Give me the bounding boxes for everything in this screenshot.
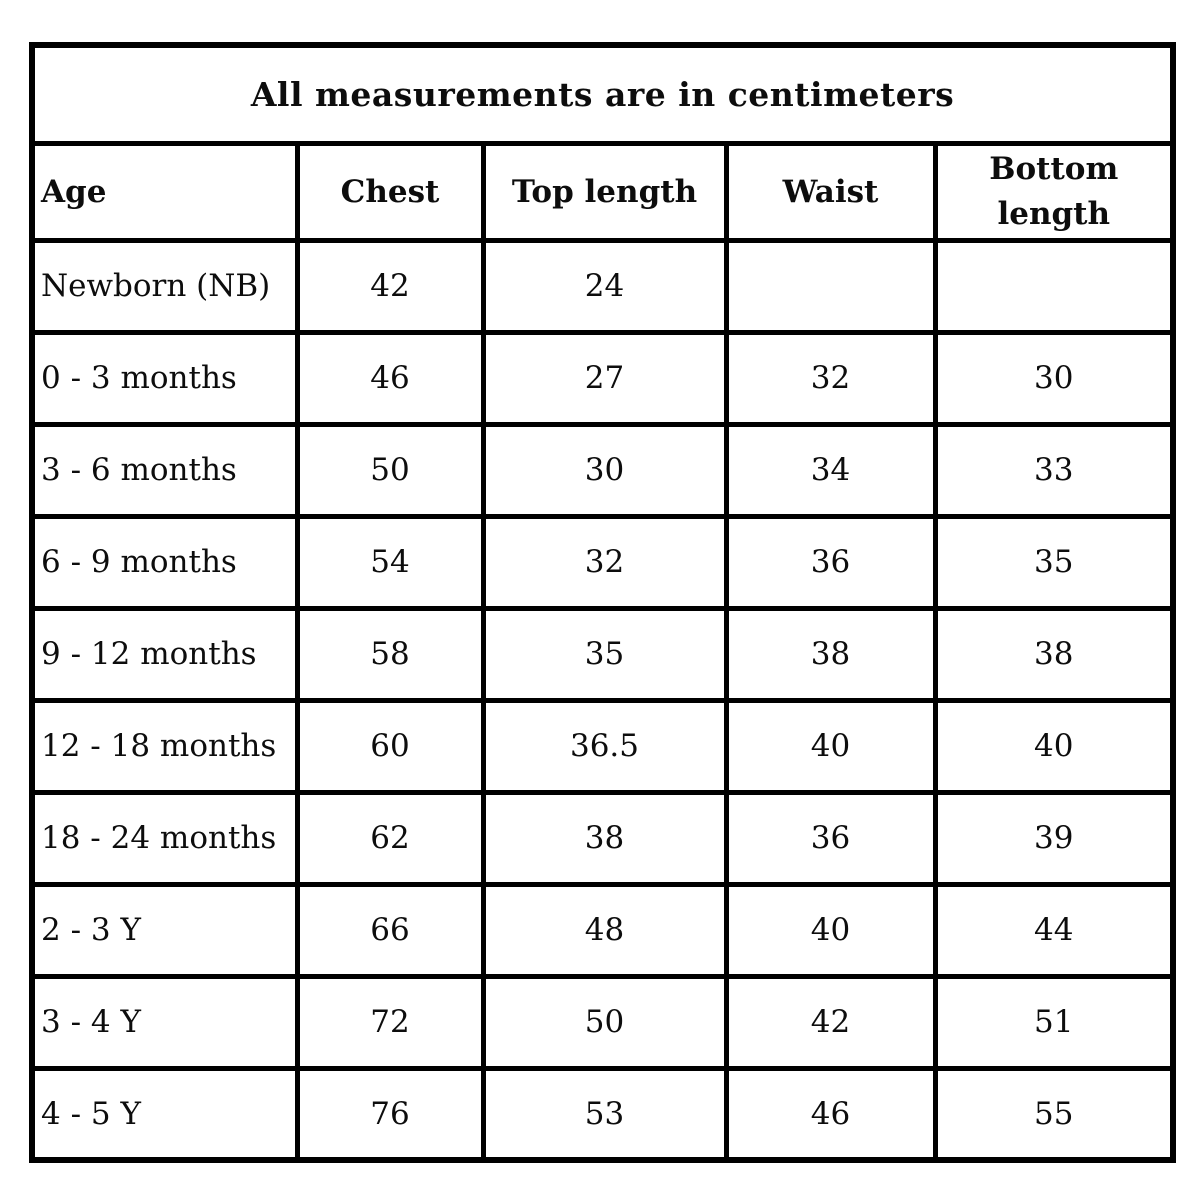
waist-cell: 42 <box>723 973 938 1071</box>
chest-cell: 72 <box>294 973 486 1071</box>
size-chart-table: All measurements are in centimeters Age … <box>29 42 1177 1163</box>
table-title-row: All measurements are in centimeters <box>29 42 1176 146</box>
table-row: Newborn (NB) 42 24 <box>29 237 1176 335</box>
table-row: 4 - 5 Y 76 53 46 55 <box>29 1065 1176 1163</box>
age-cell: 6 - 9 months <box>29 513 300 611</box>
top-length-cell: 38 <box>480 789 729 887</box>
chest-cell: 62 <box>294 789 486 887</box>
chest-cell: 58 <box>294 605 486 703</box>
bottom-length-cell: 33 <box>932 421 1176 519</box>
age-cell: 12 - 18 months <box>29 697 300 795</box>
top-length-cell: 50 <box>480 973 729 1071</box>
bottom-length-cell: 44 <box>932 881 1176 979</box>
waist-cell <box>723 237 938 335</box>
table-row: 3 - 6 months 50 30 34 33 <box>29 421 1176 519</box>
top-length-cell: 27 <box>480 329 729 427</box>
bottom-length-cell: 55 <box>932 1065 1176 1163</box>
waist-cell: 40 <box>723 881 938 979</box>
table-header-row: Age Chest Top length Waist Bottom length <box>29 140 1176 243</box>
bottom-length-cell: 35 <box>932 513 1176 611</box>
age-cell: 2 - 3 Y <box>29 881 300 979</box>
column-header-bottom-length: Bottom length <box>932 140 1176 243</box>
column-header-age: Age <box>29 140 300 243</box>
table-row: 2 - 3 Y 66 48 40 44 <box>29 881 1176 979</box>
bottom-length-cell: 40 <box>932 697 1176 795</box>
column-header-top-length: Top length <box>480 140 729 243</box>
age-cell: Newborn (NB) <box>29 237 300 335</box>
chest-cell: 46 <box>294 329 486 427</box>
age-cell: 18 - 24 months <box>29 789 300 887</box>
chest-cell: 42 <box>294 237 486 335</box>
waist-cell: 38 <box>723 605 938 703</box>
top-length-cell: 32 <box>480 513 729 611</box>
waist-cell: 40 <box>723 697 938 795</box>
table-row: 6 - 9 months 54 32 36 35 <box>29 513 1176 611</box>
column-header-bottom-length-label: Bottom length <box>989 150 1119 232</box>
table-row: 9 - 12 months 58 35 38 38 <box>29 605 1176 703</box>
table-title: All measurements are in centimeters <box>29 42 1176 146</box>
top-length-cell: 24 <box>480 237 729 335</box>
top-length-cell: 48 <box>480 881 729 979</box>
top-length-cell: 30 <box>480 421 729 519</box>
bottom-length-cell <box>932 237 1176 335</box>
waist-cell: 32 <box>723 329 938 427</box>
chest-cell: 76 <box>294 1065 486 1163</box>
table-row: 12 - 18 months 60 36.5 40 40 <box>29 697 1176 795</box>
age-cell: 3 - 6 months <box>29 421 300 519</box>
age-cell: 4 - 5 Y <box>29 1065 300 1163</box>
bottom-length-cell: 38 <box>932 605 1176 703</box>
waist-cell: 36 <box>723 513 938 611</box>
top-length-cell: 53 <box>480 1065 729 1163</box>
waist-cell: 36 <box>723 789 938 887</box>
chest-cell: 60 <box>294 697 486 795</box>
bottom-length-cell: 30 <box>932 329 1176 427</box>
age-cell: 3 - 4 Y <box>29 973 300 1071</box>
top-length-cell: 36.5 <box>480 697 729 795</box>
chest-cell: 50 <box>294 421 486 519</box>
chest-cell: 54 <box>294 513 486 611</box>
table-row: 0 - 3 months 46 27 32 30 <box>29 329 1176 427</box>
bottom-length-cell: 51 <box>932 973 1176 1071</box>
table-row: 3 - 4 Y 72 50 42 51 <box>29 973 1176 1071</box>
waist-cell: 34 <box>723 421 938 519</box>
column-header-chest: Chest <box>294 140 486 243</box>
bottom-length-cell: 39 <box>932 789 1176 887</box>
waist-cell: 46 <box>723 1065 938 1163</box>
age-cell: 0 - 3 months <box>29 329 300 427</box>
top-length-cell: 35 <box>480 605 729 703</box>
column-header-waist: Waist <box>723 140 938 243</box>
chest-cell: 66 <box>294 881 486 979</box>
age-cell: 9 - 12 months <box>29 605 300 703</box>
table-row: 18 - 24 months 62 38 36 39 <box>29 789 1176 887</box>
